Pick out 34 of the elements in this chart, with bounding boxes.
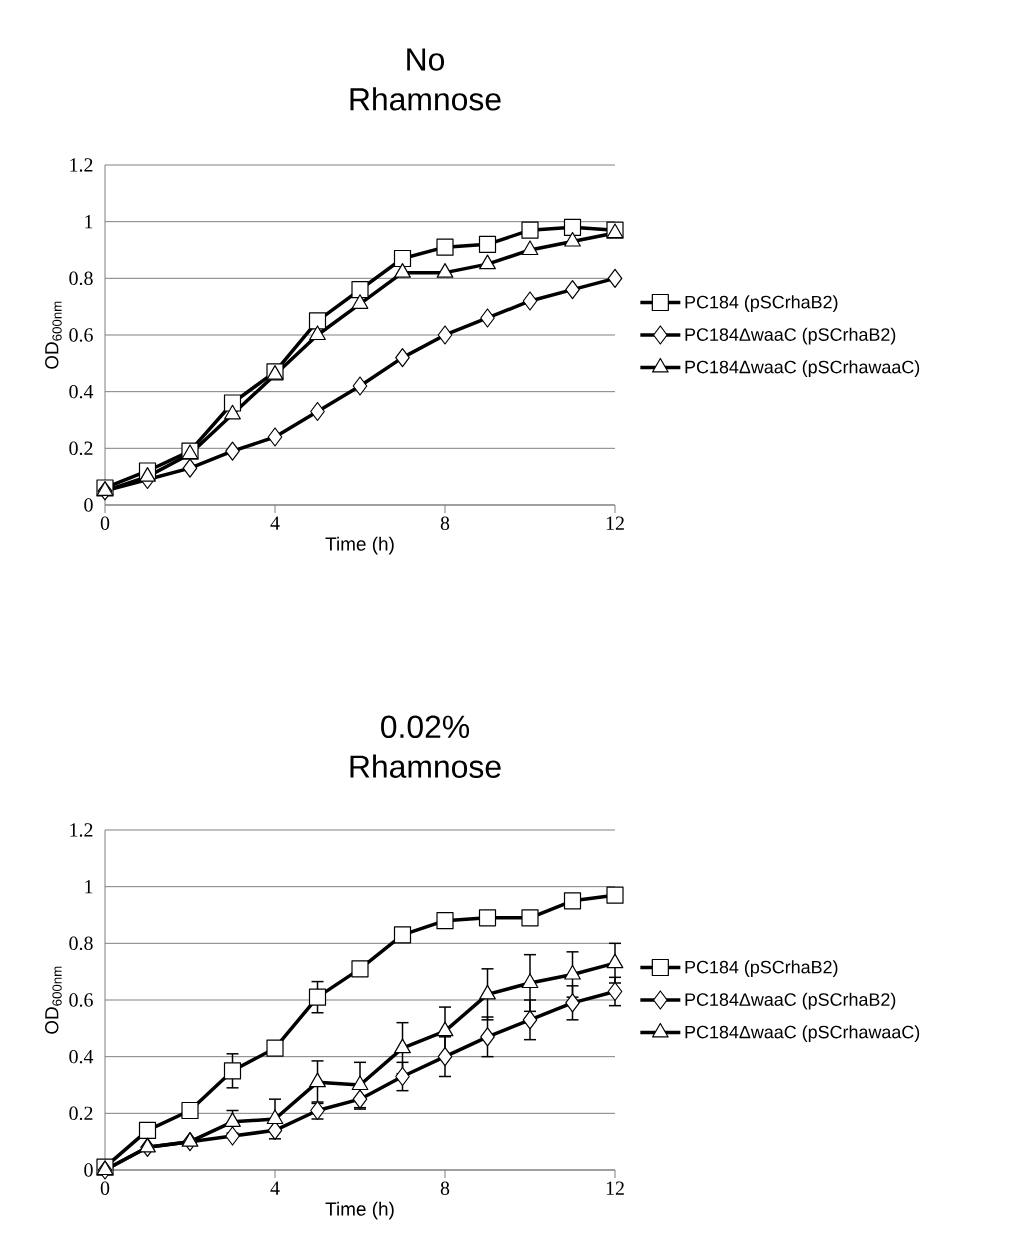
y-tick-label: 1.2: [70, 823, 93, 837]
legend-label: PC184ΔwaaC (pSCrhaB2): [685, 327, 896, 345]
x-tick-label: 8: [440, 516, 450, 530]
legend-label: PC184 (pSCrhaB2): [685, 295, 838, 312]
x-tick-label: 4: [270, 516, 280, 530]
x-tick-label: 12: [606, 1181, 624, 1195]
y-tick-label: 0.2: [69, 441, 93, 456]
chart-title: No Rhamnose: [350, 48, 501, 111]
y-tick-label: 0.8: [69, 936, 93, 951]
legend-label: PC184ΔwaaC (pSCrhawaaC): [685, 360, 920, 377]
y-tick-label: 0.4: [69, 1049, 94, 1064]
x-tick-label: 4: [270, 1181, 280, 1195]
x-axis-title: Time (h): [325, 536, 394, 555]
x-tick-label: 0: [100, 1181, 110, 1195]
y-tick-label: 0.2: [69, 1106, 93, 1121]
legend-label: PC184ΔwaaC (pSCrhaB2): [685, 992, 896, 1010]
y-tick-label: 0.6: [69, 328, 93, 342]
y-tick-label: 0: [84, 1163, 93, 1177]
y-tick-label: 1: [85, 215, 93, 229]
y-tick-label: 0.6: [69, 993, 93, 1007]
x-tick-label: 8: [440, 1181, 450, 1195]
x-tick-label: 0: [100, 516, 110, 530]
y-tick-label: 0.8: [69, 271, 93, 286]
y-axis-title: OD$_{600nm}$: [45, 966, 62, 1034]
legend-label: PC184ΔwaaC (pSCrhawaaC): [685, 1025, 920, 1042]
y-tick-label: 0.4: [69, 384, 94, 399]
x-axis-title: Time (h): [325, 1201, 394, 1220]
chart-title: 0.02% Rhamnose: [350, 715, 501, 778]
y-tick-label: 1.2: [70, 158, 93, 172]
y-axis-title: OD$_{600nm}$: [45, 301, 62, 369]
y-tick-label: 1: [85, 880, 93, 894]
x-tick-label: 12: [606, 516, 624, 530]
legend-label: PC184 (pSCrhaB2): [685, 960, 838, 977]
y-tick-label: 0: [84, 498, 93, 512]
